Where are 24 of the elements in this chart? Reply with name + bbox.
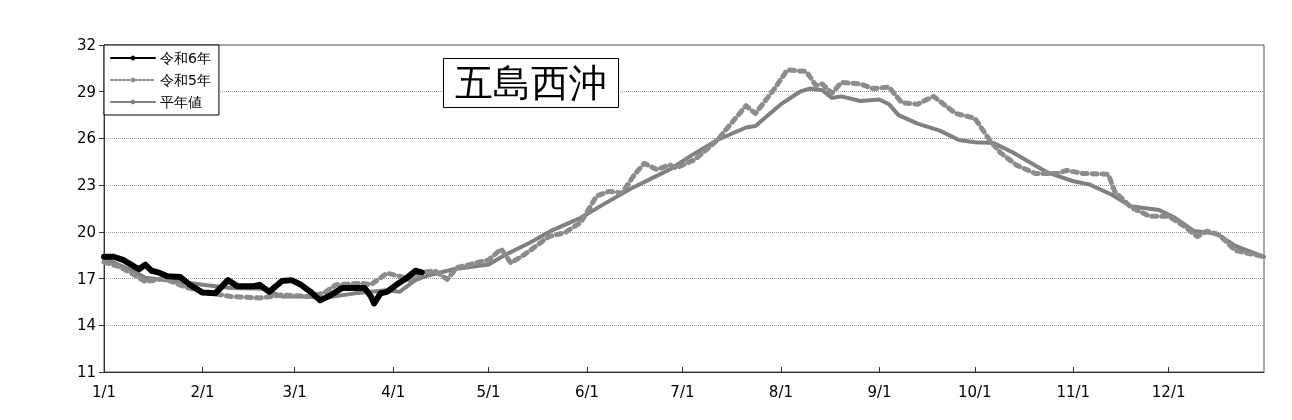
x-tick-label: 5/1	[476, 382, 501, 401]
x-tick-label: 8/1	[768, 382, 793, 401]
chart-title: 五島西沖	[455, 61, 607, 105]
x-tick-label: 11/1	[1056, 382, 1091, 401]
x-tick-label: 2/1	[190, 382, 215, 401]
y-tick-label: 11	[76, 363, 96, 381]
x-tick-label: 3/1	[282, 382, 307, 401]
y-tick-label: 14	[76, 316, 96, 335]
y-tick-label: 23	[76, 176, 96, 195]
x-tick-label: 9/1	[867, 382, 892, 401]
legend-label: 令和6年	[160, 50, 211, 66]
y-tick-label: 32	[76, 36, 96, 54]
legend-label: 平年値	[160, 94, 202, 110]
y-tick-label: 26	[76, 129, 96, 148]
x-tick-label: 4/1	[381, 382, 406, 401]
y-tick-label: 17	[76, 269, 96, 288]
x-tick-label: 10/1	[957, 382, 992, 401]
y-tick-label: 29	[76, 82, 96, 101]
x-tick-label: 1/1	[91, 382, 117, 401]
legend-label: 令和5年	[160, 72, 211, 88]
x-tick-label: 6/1	[575, 382, 600, 401]
y-tick-label: 20	[76, 222, 96, 241]
x-tick-label: 12/1	[1151, 382, 1186, 401]
x-tick-label: 7/1	[670, 382, 695, 401]
